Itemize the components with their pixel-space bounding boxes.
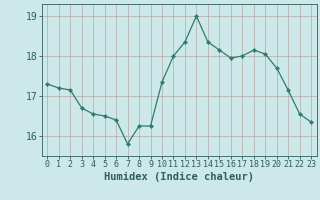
X-axis label: Humidex (Indice chaleur): Humidex (Indice chaleur) bbox=[104, 172, 254, 182]
